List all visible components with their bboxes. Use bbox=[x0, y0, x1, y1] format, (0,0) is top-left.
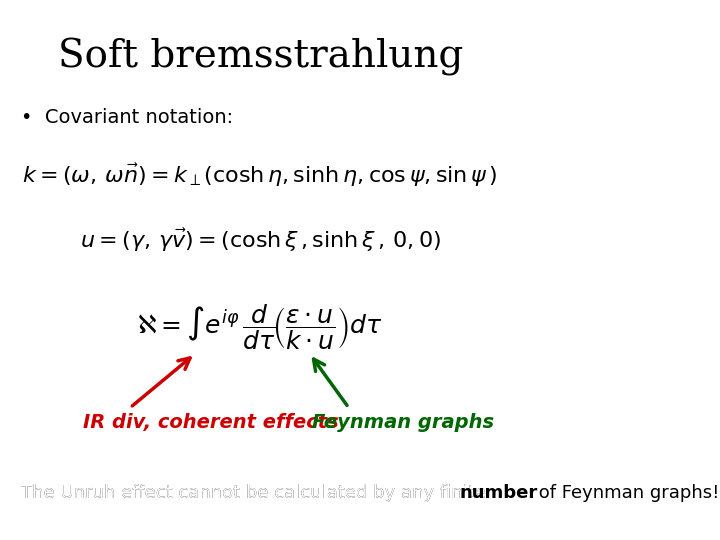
Text: number: number bbox=[460, 484, 538, 502]
Text: $k = (\omega,\, \omega\vec{n}) = k_{\perp}(\cosh\eta,\sinh\eta,\cos\psi,\sin\psi: $k = (\omega,\, \omega\vec{n}) = k_{\per… bbox=[22, 162, 498, 189]
Text: of Feynman graphs!: of Feynman graphs! bbox=[533, 484, 719, 502]
Text: Feynman graphs: Feynman graphs bbox=[312, 413, 495, 432]
Text: The Unruh effect cannot be calculated by any finite ​number​ of Feynman graphs!: The Unruh effect cannot be calculated by… bbox=[21, 484, 720, 502]
Text: The Unruh effect cannot be calculated by any finite: The Unruh effect cannot be calculated by… bbox=[21, 484, 492, 502]
Text: •  Covariant notation:: • Covariant notation: bbox=[21, 108, 233, 127]
Text: IR div, coherent effects: IR div, coherent effects bbox=[84, 413, 339, 432]
Text: $u = (\gamma,\, \gamma\vec{v}) = (\cosh\xi\,,\sinh\xi\,,\,0,0)$: $u = (\gamma,\, \gamma\vec{v}) = (\cosh\… bbox=[80, 227, 441, 254]
Text: Soft bremsstrahlung: Soft bremsstrahlung bbox=[58, 38, 463, 76]
Text: $\aleph = \int e^{i\varphi}\, \dfrac{d}{d\tau}\!\left(\dfrac{\epsilon \cdot u}{k: $\aleph = \int e^{i\varphi}\, \dfrac{d}{… bbox=[138, 302, 383, 352]
